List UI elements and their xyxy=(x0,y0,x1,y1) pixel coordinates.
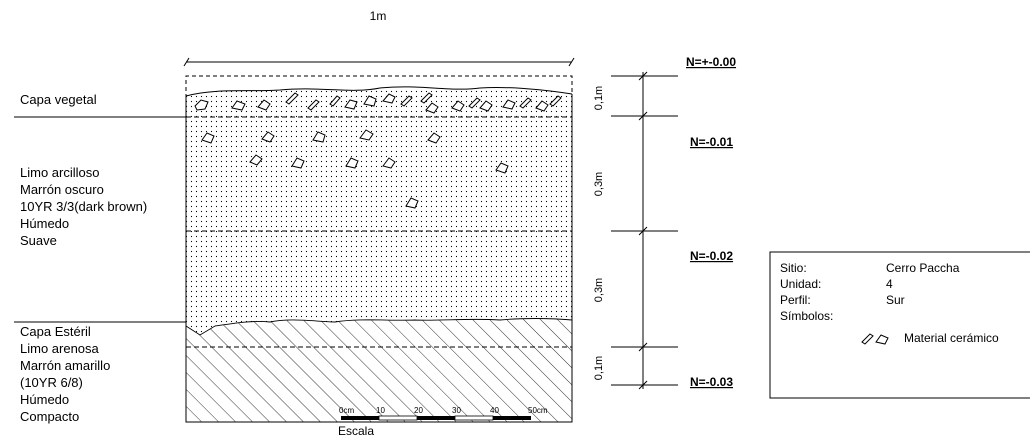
capa-esteril-line-2: Limo arenosa xyxy=(20,341,100,356)
thickness-label-1: 0,1m xyxy=(593,86,605,110)
depth-dimension xyxy=(611,71,678,390)
level-label-1: N=-0.01 xyxy=(690,135,733,149)
limo-arcilloso-line-1: Limo arcilloso xyxy=(20,165,99,180)
capa-esteril-line-4: (10YR 6/8) xyxy=(20,375,83,390)
legend-box: Sitio: Cerro Paccha Unidad: 4 Perfil: Su… xyxy=(769,251,1030,399)
capa-vegetal-line: Capa vegetal xyxy=(20,92,97,107)
surface-line xyxy=(185,86,573,97)
limo-arcilloso-line-3: 10YR 3/3(dark brown) xyxy=(20,199,147,214)
ceramic-fragments xyxy=(194,92,562,209)
level-label-3: N=-0.03 xyxy=(690,375,733,389)
limo-arcilloso-label-group: Limo arcilloso Marrón oscuro 10YR 3/3(da… xyxy=(20,165,151,248)
capa-esteril-line-3: Marrón amarillo xyxy=(20,358,110,373)
capa-vegetal-label: Capa vegetal xyxy=(20,92,97,107)
scale-tick-2: 20 xyxy=(414,406,423,415)
limo-arcilloso-label: Limo arcilloso Marrón oscuro 10YR 3/3(da… xyxy=(20,165,151,248)
level-labels: N=+-0.00 N=-0.01 N=-0.02 N=-0.03 xyxy=(686,55,736,389)
ceramic-symbol-icon xyxy=(861,333,889,345)
limo-arcilloso-layer xyxy=(186,86,572,335)
legend-perfil-value: Sur xyxy=(886,293,905,307)
scale-title: Escala xyxy=(338,424,374,438)
scale-tick-0: 0cm xyxy=(339,406,354,415)
legend-sitio-label: Sitio: xyxy=(780,261,807,275)
limo-arcilloso-line-5: Suave xyxy=(20,233,57,248)
scale-tick-3: 30 xyxy=(452,406,461,415)
legend-unidad-value: 4 xyxy=(886,277,893,291)
capa-esteril-label: Capa Estéril Limo arenosa Marrón amarill… xyxy=(20,324,114,424)
thickness-label-4: 0,1m xyxy=(593,356,605,380)
graphic-scale: 0cm 10 20 30 40 50cm Escala xyxy=(338,406,548,438)
limo-arcilloso-line-4: Húmedo xyxy=(20,216,69,231)
capa-esteril-label-group: Capa Estéril Limo arenosa Marrón amarill… xyxy=(14,321,186,424)
legend-perfil-label: Perfil: xyxy=(780,293,811,307)
width-dimension: 1m xyxy=(183,9,575,67)
thickness-label-3: 0,3m xyxy=(593,278,605,302)
capa-esteril-layer xyxy=(185,318,573,423)
legend-symbol-text: Material cerámico xyxy=(904,331,999,345)
capa-vegetal-label-group: Capa vegetal xyxy=(14,92,186,118)
thickness-label-2: 0,3m xyxy=(593,172,605,196)
limo-arcilloso-line-2: Marrón oscuro xyxy=(20,182,104,197)
level-label-0: N=+-0.00 xyxy=(686,55,736,69)
legend-unidad-label: Unidad: xyxy=(780,277,821,291)
capa-esteril-line-1: Capa Estéril xyxy=(20,324,91,339)
legend-symbols-label: Símbolos: xyxy=(780,309,833,323)
capa-esteril-line-6: Compacto xyxy=(20,409,79,424)
scale-tick-1: 10 xyxy=(376,406,385,415)
scale-tick-5: 50cm xyxy=(528,406,548,415)
level-label-2: N=-0.02 xyxy=(690,249,733,263)
scale-tick-4: 40 xyxy=(490,406,499,415)
profile-outline xyxy=(185,75,573,98)
thickness-labels: 0,1m 0,3m 0,3m 0,1m xyxy=(593,86,605,380)
capa-esteril-line-5: Húmedo xyxy=(20,392,69,407)
legend-sitio-value: Cerro Paccha xyxy=(886,261,960,275)
width-label: 1m xyxy=(370,9,387,23)
